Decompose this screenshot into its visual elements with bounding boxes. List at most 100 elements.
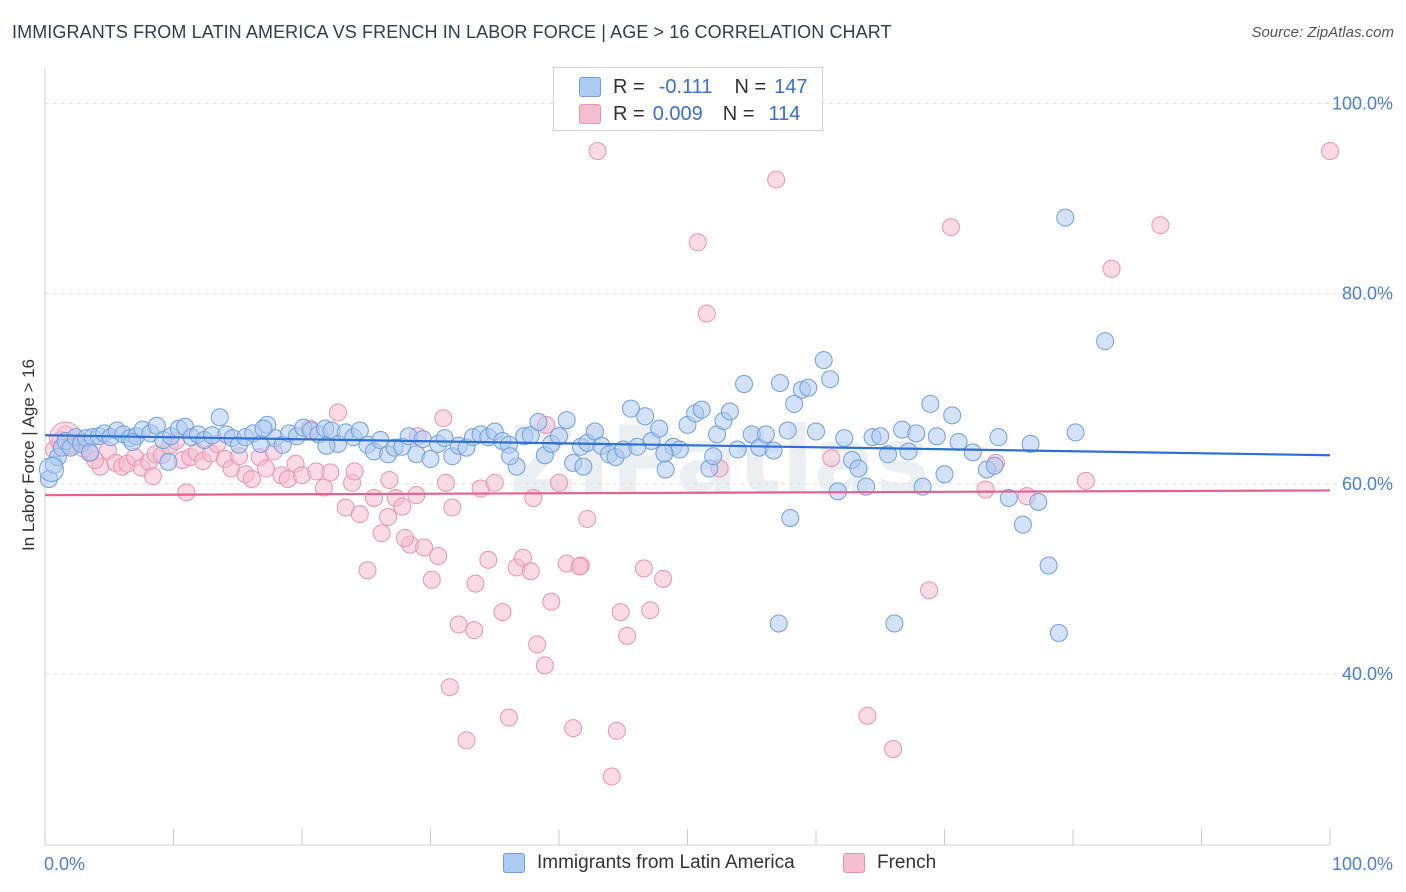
latin-america-point: [1021, 434, 1040, 453]
latin-america-point: [621, 399, 640, 418]
latin-america-point: [421, 450, 440, 469]
legend-label-latin-america: Immigrants from Latin America: [537, 852, 795, 873]
latin-america-point: [1049, 624, 1068, 643]
latin-america-point: [814, 351, 833, 370]
axes: [44, 68, 1331, 846]
latin-america-point: [857, 477, 876, 496]
latin-america-point: [764, 441, 783, 460]
legend-n-value: 147: [774, 75, 808, 98]
french-point: [528, 635, 547, 654]
french-point: [920, 581, 939, 600]
latin-america-point: [785, 394, 804, 413]
french-point: [570, 557, 589, 576]
chart-title: IMMIGRANTS FROM LATIN AMERICA VS FRENCH …: [12, 22, 892, 42]
french-point: [976, 480, 995, 499]
french-point: [654, 569, 673, 588]
french-point: [588, 142, 607, 161]
french-point: [177, 483, 196, 502]
french-point: [314, 478, 333, 497]
french-point: [395, 528, 414, 547]
french-point: [143, 467, 162, 486]
x-tick-label: 100.0%: [1332, 854, 1393, 874]
french-point: [379, 508, 398, 527]
legend-item-french[interactable]: French: [843, 852, 936, 874]
y-tick-label: 40.0%: [1342, 664, 1393, 684]
latin-america-point: [935, 465, 954, 484]
gridlines: [45, 103, 1392, 675]
french-point: [364, 489, 383, 508]
y-tick-label: 80.0%: [1342, 284, 1393, 304]
french-point: [542, 592, 561, 611]
latin-america-point: [807, 422, 825, 441]
french-point: [611, 603, 630, 622]
french-point: [485, 473, 504, 492]
french-point: [1076, 471, 1095, 490]
french-point: [941, 218, 960, 237]
french-point: [393, 497, 412, 516]
latin-america-point-cluster: [38, 457, 64, 483]
latin-america-point: [949, 432, 968, 451]
legend-item-latin-america[interactable]: Immigrants from Latin America: [503, 852, 795, 874]
y-tick-label: 60.0%: [1342, 474, 1393, 494]
french-point: [578, 509, 597, 528]
latin-america-point: [159, 452, 178, 471]
trend-lines: [44, 434, 1331, 497]
french-point: [1151, 216, 1170, 235]
french-point: [457, 731, 476, 750]
latin-america-point: [254, 419, 273, 438]
french-point: [257, 459, 276, 478]
latin-america-point: [985, 456, 1004, 475]
latin-america-point: [1013, 515, 1032, 534]
latin-america-point: [720, 402, 739, 421]
legend-swatch-blue: [579, 77, 601, 97]
french-point: [641, 601, 660, 620]
legend-r-label: R =: [613, 75, 645, 98]
latin-america-point: [80, 443, 99, 462]
latin-america-point: [656, 460, 675, 479]
french-point: [499, 708, 518, 727]
french-point: [429, 547, 448, 566]
latin-america-point: [350, 421, 369, 440]
legend-n-label: N =: [722, 102, 755, 125]
french-point: [493, 603, 512, 622]
french-point: [1321, 142, 1339, 161]
latin-america-point: [821, 370, 840, 389]
latin-america-point: [878, 445, 897, 464]
latin-america-point: [317, 436, 336, 455]
latin-america-point: [1029, 492, 1048, 511]
latin-america-point: [529, 412, 548, 431]
latin-america-point: [849, 459, 868, 478]
french-point: [372, 524, 391, 543]
latin-america-point: [885, 614, 904, 633]
french-point: [822, 449, 841, 468]
latin-america-point: [413, 430, 432, 449]
correlation-legend: R = -0.111 N = 147 R = 0.009 N = 114: [553, 67, 823, 131]
french-point: [767, 170, 786, 189]
french-point: [434, 409, 453, 428]
french-point: [358, 561, 377, 580]
latin-america-points: [38, 208, 1115, 643]
latin-america-point: [636, 407, 655, 426]
french-point: [564, 719, 583, 738]
latin-america-point: [1056, 208, 1075, 227]
latin-america-point: [781, 508, 800, 527]
legend-swatch-pink: [843, 853, 865, 873]
latin-america-point: [963, 443, 982, 462]
french-point: [449, 615, 468, 634]
french-point: [436, 473, 455, 492]
latin-america-point: [778, 421, 797, 440]
latin-america-point: [550, 427, 568, 446]
french-point: [602, 767, 621, 786]
latin-america-point: [670, 440, 689, 459]
legend-r-value: -0.111: [658, 75, 713, 98]
latin-america-point: [1066, 423, 1085, 442]
latin-america-point: [210, 408, 229, 427]
latin-america-trend-line: [44, 434, 1331, 457]
latin-america-point: [574, 457, 593, 476]
legend-swatch-pink: [579, 104, 601, 124]
french-point: [407, 486, 426, 505]
french-point: [618, 626, 637, 645]
y-tick-label: 100.0%: [1332, 94, 1393, 114]
french-point: [443, 498, 462, 517]
